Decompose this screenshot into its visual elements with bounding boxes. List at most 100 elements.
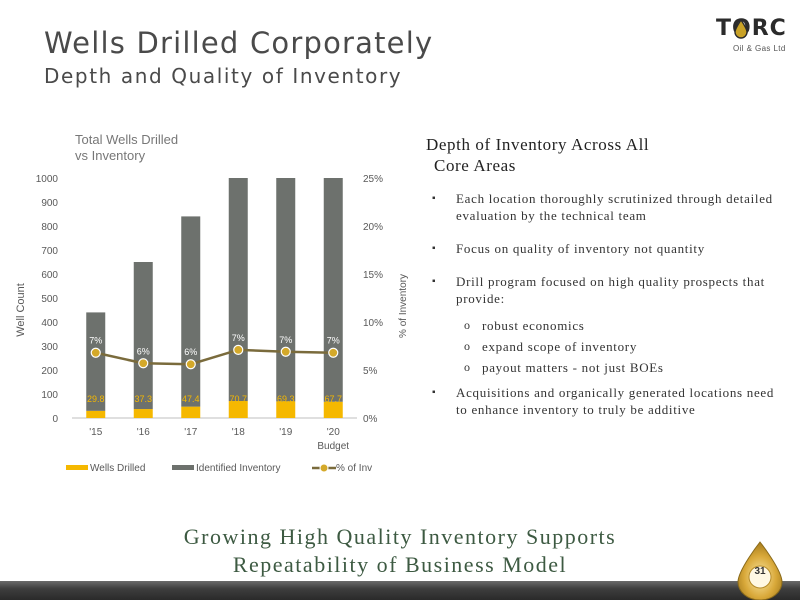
y2-tick-label: 15% [363,270,383,281]
y-tick-label: 700 [41,246,58,257]
sub-bullet-item: o expand scope of inventory [430,336,780,357]
page-number: 31 [754,566,766,577]
sub-bullet-mark: o [464,360,471,374]
sub-bullet-item: o robust economics [430,315,780,336]
pct-data-label: 7% [232,333,245,343]
y2-tick-label: 25% [363,174,383,185]
x-tick-label: '20 [327,427,340,438]
y-tick-label: 500 [41,294,58,305]
bullet-mark: ▪ [432,387,437,398]
bullet-mark: ▪ [432,193,437,204]
page-title: Wells Drilled Corporately [44,26,434,60]
x-tick-sublabel: Budget [317,441,349,452]
wells-data-label: 67.7 [324,394,342,404]
bar-wells-drilled [133,409,153,418]
bar-wells-drilled [228,401,248,418]
x-tick-label: '18 [232,427,245,438]
y2-tick-label: 5% [363,366,378,377]
sub-bullet-mark: o [464,339,471,353]
bullet-item: ▪ Each location thoroughly scrutinized t… [430,190,780,224]
pct-data-label: 6% [184,347,197,357]
bullet-text: Focus on quality of inventory not quanti… [456,241,705,256]
sub-bullet-list: o robust economics o expand scope of inv… [430,315,780,378]
y-tick-label: 900 [41,198,58,209]
bar-identified-inventory [181,216,201,407]
legend-swatch-wells [66,465,88,470]
heading-line-1: Depth of Inventory Across All [426,135,650,154]
company-logo: TORC Oil & Gas Ltd [700,16,792,64]
pct-inventory-line [95,348,334,366]
page-subtitle: Depth and Quality of Inventory [44,64,403,88]
pct-point [138,358,149,369]
bullet-mark: ▪ [432,276,437,287]
bullet-item: ▪ Drill program focused on high quality … [430,273,780,307]
bullet-item: ▪ Focus on quality of inventory not quan… [430,240,780,257]
pct-data-label: 7% [89,336,102,346]
bar-wells-drilled [181,406,201,418]
bottom-bar [0,581,800,600]
pct-point [90,347,101,358]
legend-marker-pct [319,463,329,473]
y-tick-label: 200 [41,366,58,377]
y2-tick-label: 0% [363,414,378,425]
sub-bullet-mark: o [464,318,471,332]
logo-name: TORC [716,16,787,41]
logo-drop-icon [734,19,748,39]
y2-tick-label: 20% [363,222,383,233]
bar-identified-inventory [133,262,153,410]
footer-line-1: Growing High Quality Inventory Supports [183,524,617,549]
bullet-list: ▪ Each location thoroughly scrutinized t… [430,190,780,418]
wells-data-label: 29.8 [87,394,105,404]
sub-bullet-text: expand scope of inventory [482,339,638,354]
bullet-mark: ▪ [432,243,437,254]
pct-data-label: 7% [327,336,340,346]
logo-subtitle: Oil & Gas Ltd [733,44,786,53]
right-heading: Depth of Inventory Across All Core Areas [426,134,649,176]
pct-data-label: 7% [279,335,292,345]
sub-bullet-item: o payout matters - not just BOEs [430,357,780,378]
wells-data-label: 70.7 [229,394,247,404]
legend-label-wells: Wells Drilled [90,463,145,474]
bar-wells-drilled [86,410,106,418]
x-tick-label: '16 [137,427,150,438]
legend-label-inventory: Identified Inventory [196,463,281,474]
footer-line-2: Repeatability of Business Model [232,552,568,577]
y2-tick-label: 10% [363,318,383,329]
y-tick-label: 600 [41,270,58,281]
wells-data-label: 69.3 [277,394,295,404]
x-tick-label: '17 [184,427,197,438]
wells-data-label: 47.4 [182,394,200,404]
heading-line-2: Core Areas [434,156,517,175]
footer-tagline: Growing High Quality Inventory Supports … [0,523,800,579]
bar-wells-drilled [276,401,296,418]
sub-bullet-text: payout matters - not just BOEs [482,360,664,375]
bar-identified-inventory [323,178,343,402]
bar-identified-inventory [228,178,248,402]
pct-point [185,359,196,370]
bullet-item: ▪ Acquisitions and organically generated… [430,384,780,418]
y-tick-label: 300 [41,342,58,353]
legend-swatch-inventory [172,465,194,470]
y-tick-label: 1000 [36,174,59,185]
pct-data-label: 6% [137,346,150,356]
x-tick-label: '19 [279,427,292,438]
chart-title-line: vs Inventory [75,148,146,163]
pct-point [328,347,339,358]
bar-identified-inventory [276,178,296,402]
y-tick-label: 100 [41,390,58,401]
y-tick-label: 400 [41,318,58,329]
pct-point [233,344,244,355]
sub-bullet-text: robust economics [482,318,585,333]
y2-axis-title: % of Inventory [398,274,409,338]
bar-identified-inventory [86,312,106,411]
x-tick-label: '15 [89,427,102,438]
y-tick-label: 0 [52,414,58,425]
bar-wells-drilled [323,401,343,418]
bullet-text: Each location thoroughly scrutinized thr… [456,191,773,223]
bullet-text: Drill program focused on high quality pr… [456,274,765,306]
pct-point [280,346,291,357]
page-drop-icon [737,541,783,600]
bullet-text: Acquisitions and organically generated l… [456,385,775,417]
y-tick-label: 800 [41,222,58,233]
